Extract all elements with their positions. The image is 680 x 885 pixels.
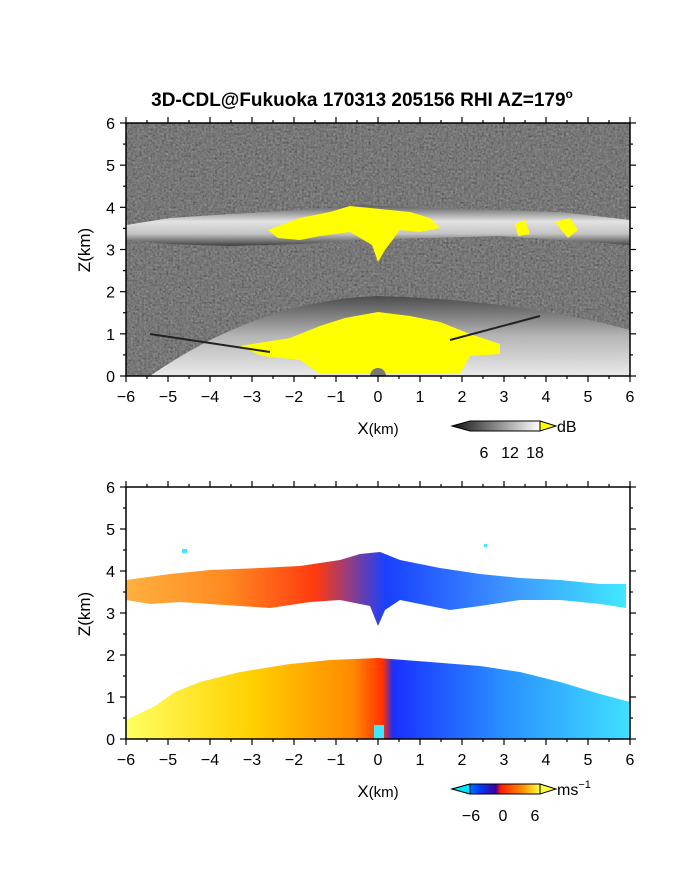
y-tick-label: 6 (106, 480, 115, 497)
y-tick-label: 4 (106, 564, 115, 581)
x-tick-label: 3 (500, 389, 509, 406)
x-tick-label: 0 (374, 389, 383, 406)
y-tick-label: 1 (106, 690, 115, 707)
velocity-colorbar-tick: −6 (462, 808, 480, 825)
x-tick-label: −5 (159, 389, 177, 406)
x-tick-label: 1 (416, 752, 425, 769)
reflectivity-colorbar-tick: 18 (526, 445, 544, 462)
x-tick-label: 2 (458, 389, 467, 406)
x-tick-label: −2 (285, 752, 303, 769)
x-tick-label: 2 (458, 752, 467, 769)
reflectivity-ylabel: Z(km) (75, 228, 94, 272)
noise-pixel (182, 549, 187, 553)
velocity-colorbar: ms−1 −6 0 6 (450, 779, 591, 825)
reflectivity-xlabel: X(km) (357, 419, 398, 438)
ground-clutter (374, 725, 384, 739)
low-layer-velocity (126, 658, 630, 739)
velocity-ylabel: Z(km) (75, 592, 94, 636)
y-tick-label: 5 (106, 158, 115, 175)
x-tick-label: −3 (243, 752, 261, 769)
noise-pixel (484, 544, 487, 547)
reflectivity-axes: −6 −5 −4 −3 −2 −1 0 1 2 3 4 5 6 0 1 2 3 4 5 6 (106, 116, 636, 406)
velocity-colorbar-tick: 6 (531, 808, 540, 825)
x-tick-label: 4 (542, 752, 551, 769)
cloud-saturated-patch (555, 218, 578, 238)
velocity-axes: −6 −5 −4 −3 −2 −1 0 1 2 3 4 5 6 0 1 2 3 4 5 6 (106, 480, 636, 769)
x-tick-label: 0 (374, 752, 383, 769)
x-tick-label: −1 (327, 752, 345, 769)
y-tick-label: 0 (106, 732, 115, 749)
y-tick-label: 0 (106, 369, 115, 386)
velocity-panel: −6 −5 −4 −3 −2 −1 0 1 2 3 4 5 6 0 1 2 3 4 5 6 Z(km) X(km) m… (75, 480, 636, 825)
x-tick-label: 3 (500, 752, 509, 769)
reflectivity-colorbar-unit: dB (557, 419, 577, 436)
blocked-ray (449, 315, 541, 341)
velocity-colorbar-tick: 0 (499, 808, 508, 825)
reflectivity-colorbar-tick: 12 (501, 445, 519, 462)
x-tick-label: −5 (159, 752, 177, 769)
x-tick-label: −1 (327, 389, 345, 406)
cloud-saturated-patch (515, 220, 530, 236)
x-tick-label: 5 (584, 389, 593, 406)
x-tick-label: −2 (285, 389, 303, 406)
blocked-ray (149, 333, 271, 353)
x-tick-label: 6 (626, 752, 635, 769)
x-tick-label: 5 (584, 752, 593, 769)
cloud-layer-velocity (126, 552, 626, 626)
figure-title: 3D-CDL@Fukuoka 170313 205156 RHI AZ=179o (151, 87, 573, 111)
y-tick-label: 5 (106, 522, 115, 539)
y-tick-label: 3 (106, 243, 115, 260)
ground-clutter (370, 368, 386, 376)
y-tick-label: 4 (106, 200, 115, 217)
x-tick-label: 4 (542, 389, 551, 406)
reflectivity-colorbar: dB 6 12 18 (450, 419, 577, 462)
y-tick-label: 2 (106, 648, 115, 665)
x-tick-label: −3 (243, 389, 261, 406)
velocity-xlabel: X(km) (357, 782, 398, 801)
x-tick-label: 6 (626, 389, 635, 406)
x-tick-label: −4 (201, 752, 219, 769)
x-tick-label: −6 (117, 752, 135, 769)
velocity-colorbar-unit: ms−1 (557, 779, 591, 799)
y-tick-label: 1 (106, 327, 115, 344)
cloud-saturated-region (268, 206, 440, 262)
reflectivity-colorbar-tick: 6 (480, 445, 489, 462)
saturated-core (240, 312, 500, 374)
reflectivity-image (126, 123, 630, 376)
x-tick-label: 1 (416, 389, 425, 406)
y-tick-label: 3 (106, 606, 115, 623)
y-tick-label: 6 (106, 116, 115, 133)
x-tick-label: −4 (201, 389, 219, 406)
y-tick-label: 2 (106, 285, 115, 302)
velocity-image (126, 487, 630, 739)
x-tick-label: −6 (117, 389, 135, 406)
